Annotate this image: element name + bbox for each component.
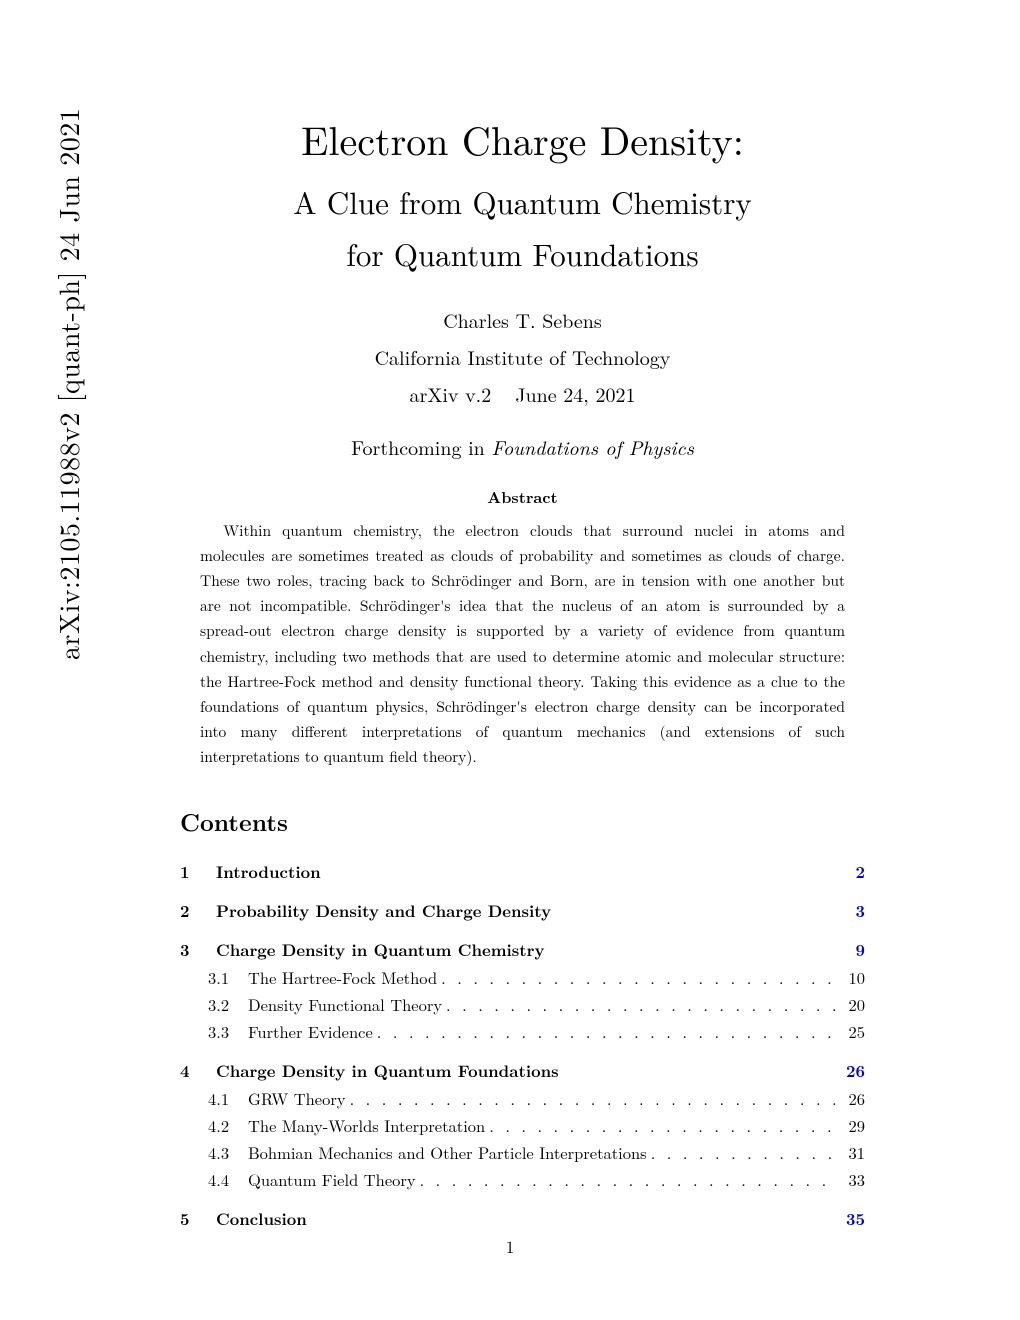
toc-section-1[interactable]: 1 Introduction 2 [180, 859, 865, 883]
toc-num: 4.2 [208, 1113, 248, 1137]
toc-label: GRW Theory [248, 1086, 346, 1110]
toc-label: Introduction [216, 859, 321, 883]
toc-num: 4 [180, 1058, 216, 1082]
toc-leader: . . . . . . . . . . . . . . . . . . . . … [442, 992, 839, 1016]
toc-num: 3.2 [208, 992, 248, 1016]
toc-label: Further Evidence [248, 1019, 373, 1043]
toc-num: 2 [180, 898, 216, 922]
title-line-2: A Clue from Quantum Chemistry [180, 179, 865, 223]
toc-sub-4-1[interactable]: 4.1 GRW Theory . . . . . . . . . . . . .… [180, 1086, 865, 1110]
toc-page[interactable]: 26 [839, 1086, 865, 1110]
forthcoming: Forthcoming in Foundations of Physics [180, 432, 865, 461]
toc-leader [551, 898, 839, 922]
toc-sub-4-2[interactable]: 4.2 The Many-Worlds Interpretation . . .… [180, 1113, 865, 1137]
forthcoming-journal: Foundations of Physics [491, 432, 693, 461]
toc-num: 3 [180, 937, 216, 961]
toc-leader: . . . . . . . . . . . . . . . . . . . . … [416, 1167, 839, 1191]
toc-page[interactable]: 25 [839, 1019, 865, 1043]
toc-sub-4-4[interactable]: 4.4 Quantum Field Theory . . . . . . . .… [180, 1167, 865, 1191]
toc-leader [544, 937, 839, 961]
toc-leader [321, 859, 839, 883]
title-line-3: for Quantum Foundations [180, 231, 865, 275]
toc-num: 4.1 [208, 1086, 248, 1110]
toc-leader [559, 1058, 839, 1082]
toc-label: Charge Density in Quantum Chemistry [216, 937, 544, 961]
toc-sub-3-2[interactable]: 3.2 Density Functional Theory . . . . . … [180, 992, 865, 1016]
toc-page[interactable]: 26 [839, 1058, 865, 1082]
contents-title: Contents [180, 805, 865, 839]
toc-leader [307, 1206, 839, 1230]
version: arXiv v.2 [409, 379, 491, 408]
author: Charles T. Sebens [180, 305, 865, 334]
toc-section-5[interactable]: 5 Conclusion 35 [180, 1206, 865, 1230]
toc-leader: . . . . . . . . . . . . . . . . . . . . … [373, 1019, 839, 1043]
toc-sub-3-3[interactable]: 3.3 Further Evidence . . . . . . . . . .… [180, 1019, 865, 1043]
toc-page[interactable]: 31 [839, 1140, 865, 1164]
toc-page[interactable]: 20 [839, 992, 865, 1016]
title-line-1: Electron Charge Density: [180, 110, 865, 167]
toc-label: Density Functional Theory [248, 992, 442, 1016]
toc-num: 5 [180, 1206, 216, 1230]
toc-page[interactable]: 35 [839, 1206, 865, 1230]
toc-page[interactable]: 10 [839, 965, 865, 989]
toc-leader: . . . . . . . . . . . . . . . . . . . . … [346, 1086, 839, 1110]
date: June 24, 2021 [515, 379, 635, 408]
toc-sub-3-1[interactable]: 3.1 The Hartree-Fock Method . . . . . . … [180, 965, 865, 989]
toc-section-4[interactable]: 4 Charge Density in Quantum Foundations … [180, 1058, 865, 1082]
toc-sub-4-3[interactable]: 4.3 Bohmian Mechanics and Other Particle… [180, 1140, 865, 1164]
toc-num: 3.3 [208, 1019, 248, 1043]
toc-section-3[interactable]: 3 Charge Density in Quantum Chemistry 9 [180, 937, 865, 961]
toc-label: Charge Density in Quantum Foundations [216, 1058, 559, 1082]
toc-label: Probability Density and Charge Density [216, 898, 551, 922]
toc-page[interactable]: 9 [839, 937, 865, 961]
toc-label: The Hartree-Fock Method [248, 965, 437, 989]
page-number: 1 [0, 1234, 1020, 1258]
toc-num: 4.4 [208, 1167, 248, 1191]
forthcoming-prefix: Forthcoming in [351, 432, 491, 461]
arxiv-stamp: arXiv:2105.11988v2 [quant-ph] 24 Jun 202… [48, 108, 88, 660]
toc-label: Bohmian Mechanics and Other Particle Int… [248, 1140, 647, 1164]
toc-section-2[interactable]: 2 Probability Density and Charge Density… [180, 898, 865, 922]
affiliation: California Institute of Technology [180, 342, 865, 371]
toc-leader: . . . . . . . . . . . . . . . . . . . . … [485, 1113, 839, 1137]
toc-num: 3.1 [208, 965, 248, 989]
toc: 1 Introduction 2 2 Probability Density a… [180, 859, 865, 1230]
toc-leader: . . . . . . . . . . . . . . . . . . . . … [437, 965, 839, 989]
toc-label: Quantum Field Theory [248, 1167, 416, 1191]
toc-label: Conclusion [216, 1206, 307, 1230]
toc-page[interactable]: 33 [839, 1167, 865, 1191]
version-date: arXiv v.2 June 24, 2021 [180, 379, 865, 408]
toc-num: 4.3 [208, 1140, 248, 1164]
abstract-title: Abstract [180, 485, 865, 508]
abstract-body: Within quantum chemistry, the electron c… [200, 518, 845, 769]
toc-leader: . . . . . . . . . . . . . . . . . . . . … [647, 1140, 839, 1164]
toc-page[interactable]: 3 [839, 898, 865, 922]
toc-num: 1 [180, 859, 216, 883]
page-container: arXiv:2105.11988v2 [quant-ph] 24 Jun 202… [0, 0, 1020, 1320]
toc-page[interactable]: 2 [839, 859, 865, 883]
toc-page[interactable]: 29 [839, 1113, 865, 1137]
toc-label: The Many-Worlds Interpretation [248, 1113, 485, 1137]
